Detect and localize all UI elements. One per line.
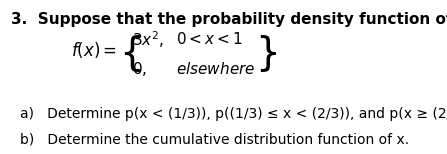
Text: $elsewhere$: $elsewhere$	[176, 61, 256, 77]
Text: 3.  Suppose that the probability density function of x is: 3. Suppose that the probability density …	[11, 12, 447, 27]
Text: $\}$: $\}$	[255, 33, 278, 74]
Text: $3x^2,$: $3x^2,$	[132, 29, 164, 50]
Text: a)   Determine p(x < (1/3)), p((1/3) ≤ x < (2/3)), and p(x ≥ (2/3)): a) Determine p(x < (1/3)), p((1/3) ≤ x <…	[20, 107, 447, 121]
Text: $\{$: $\{$	[118, 33, 140, 74]
Text: b)   Determine the cumulative distribution function of x.: b) Determine the cumulative distribution…	[20, 133, 409, 147]
Text: $0 < x < 1$: $0 < x < 1$	[176, 31, 243, 47]
Text: $0,$: $0,$	[132, 60, 148, 78]
Text: $f(x) = $: $f(x) = $	[71, 40, 117, 60]
